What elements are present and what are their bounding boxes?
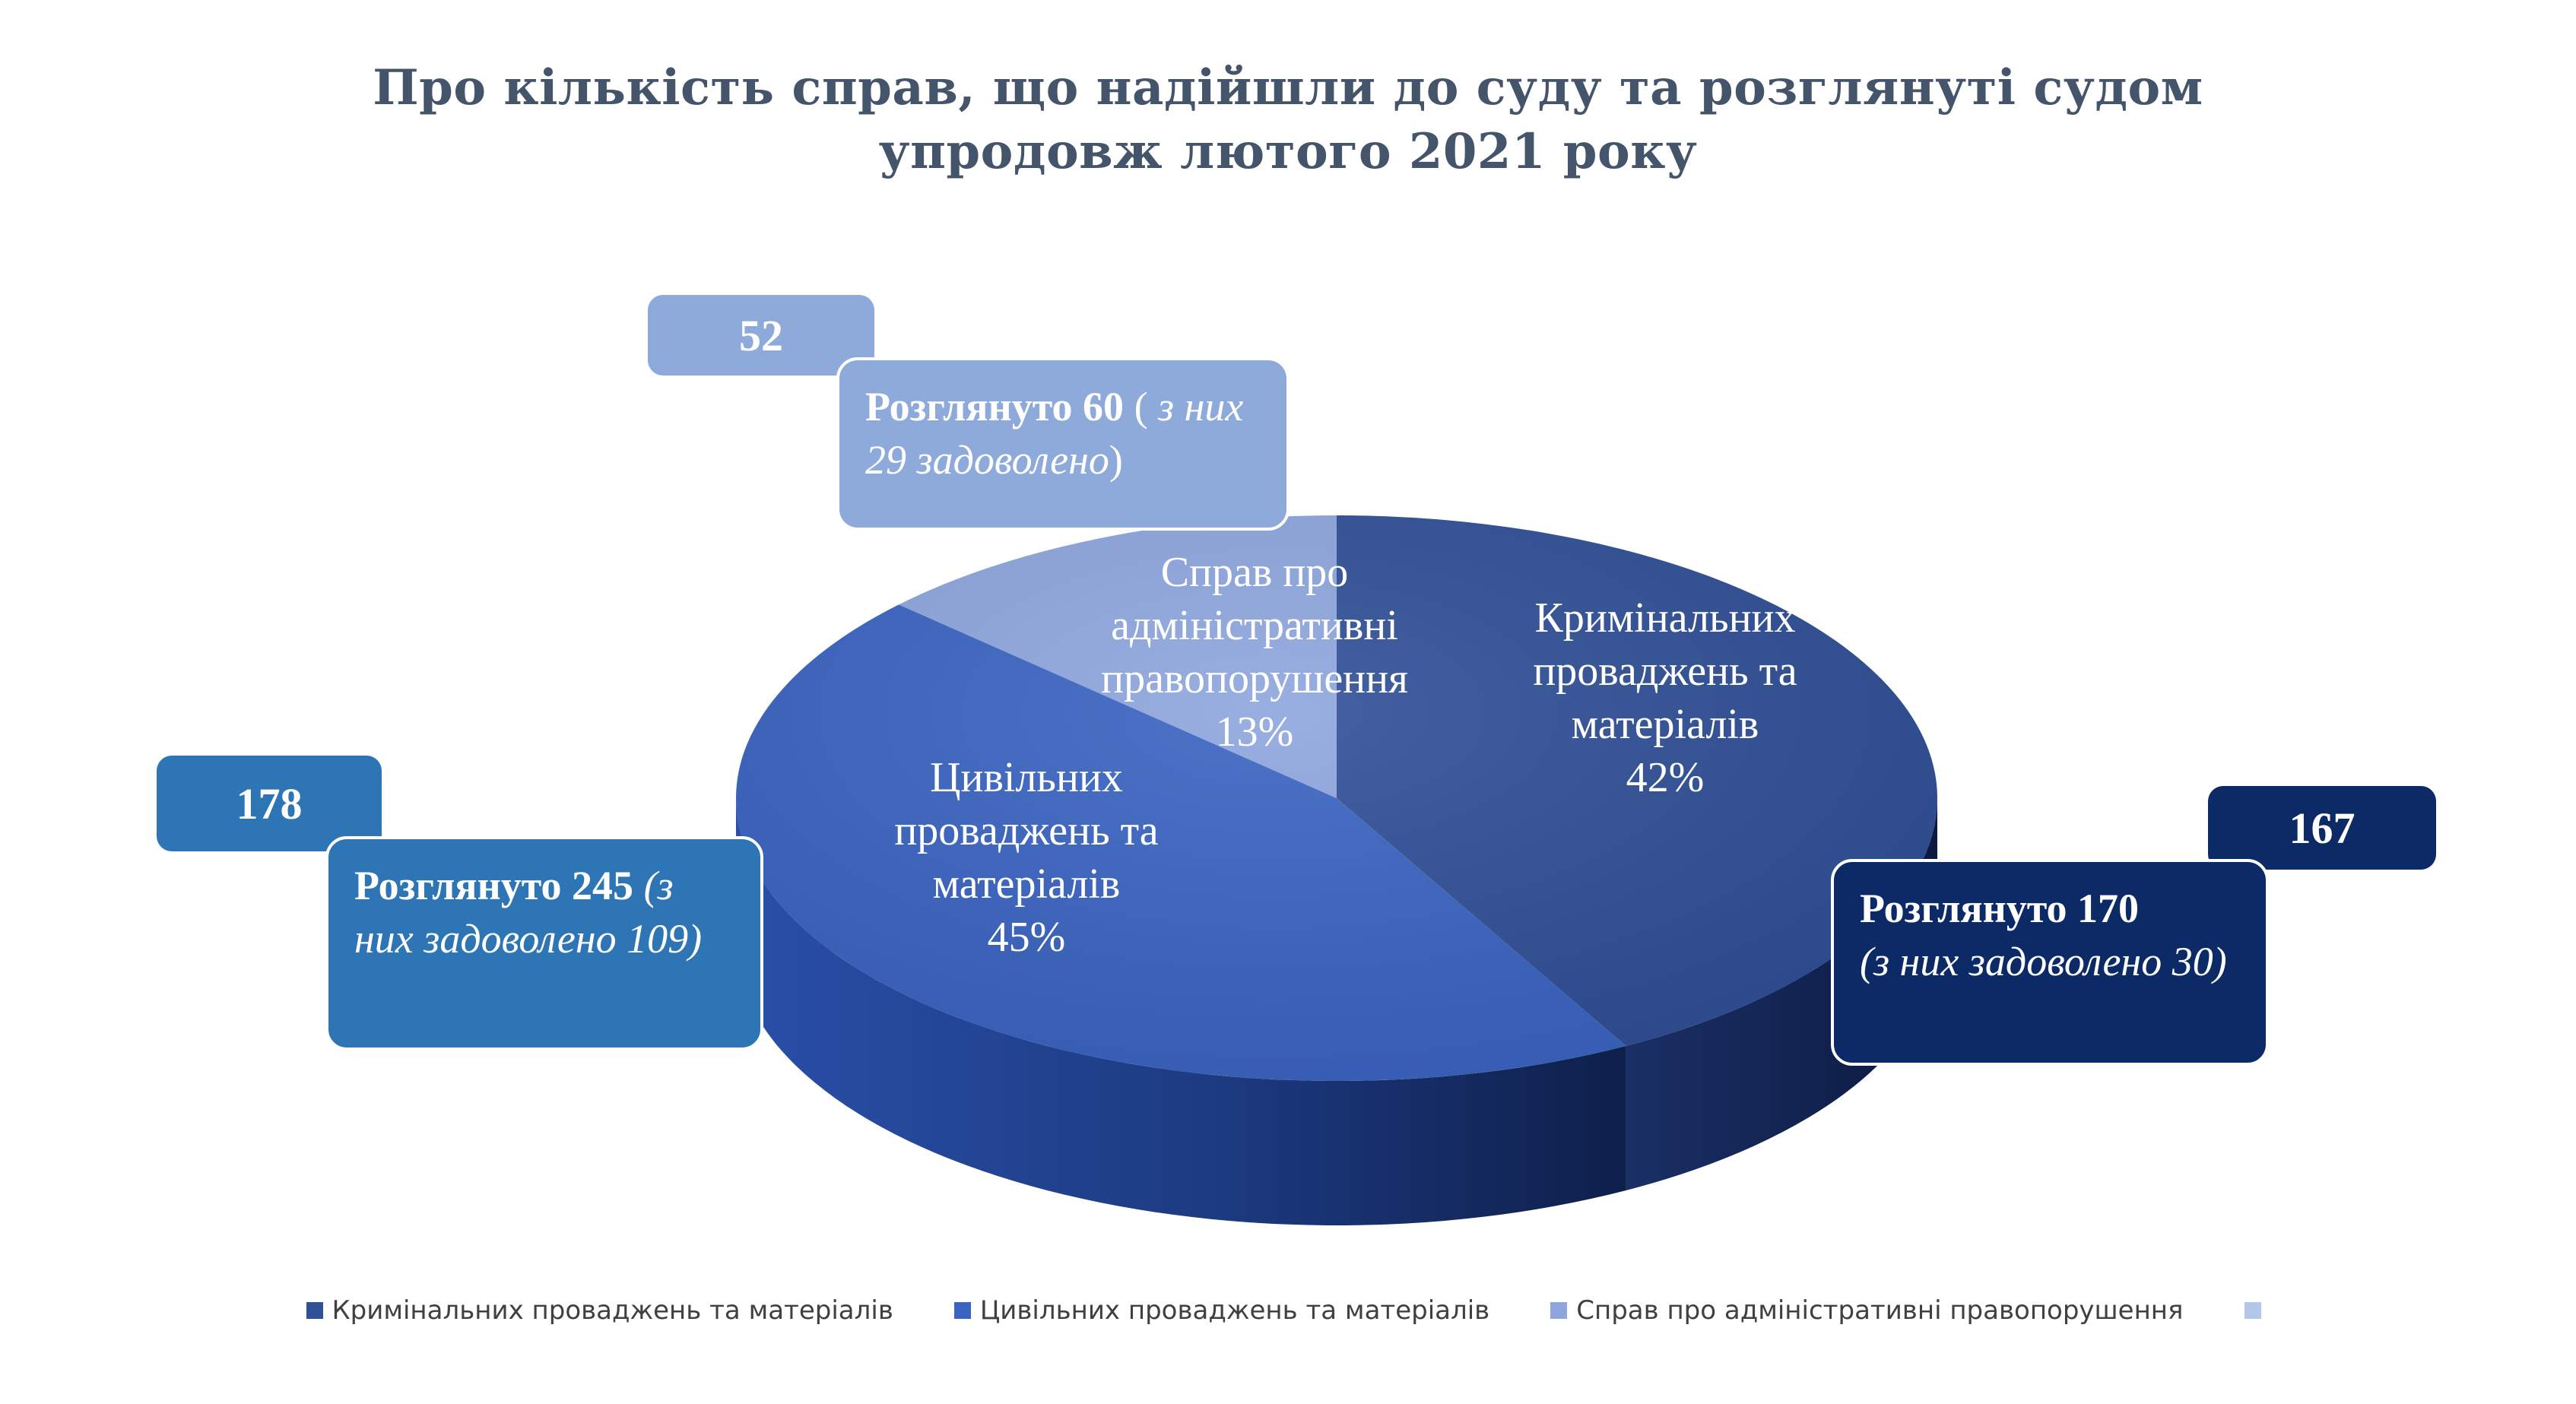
callout-civil-bold: Розглянуто 245 (354, 863, 634, 908)
legend-item-criminal[interactable]: Кримінальних проваджень та матеріалів (306, 1295, 893, 1326)
legend-label: Цивільних проваджень та матеріалів (979, 1295, 1490, 1326)
legend-swatch (953, 1302, 971, 1319)
pie-top-shading (736, 515, 1937, 1081)
slice-label-criminal: Кримінальних проваджень та матеріалів 42… (1533, 594, 1797, 801)
callout-admin: Розглянуто 60 ( з них 29 задоволено) (836, 357, 1290, 531)
legend: Кримінальних проваджень та матеріалів Ци… (0, 1295, 2576, 1326)
slice-criminal-side (1626, 798, 1937, 1190)
legend-swatch (2244, 1302, 2261, 1319)
callout-criminal-bold: Розглянуто 170 (1860, 886, 2140, 931)
chart-title-line2: упродовж лютого 2021 року (878, 123, 1698, 180)
legend-swatch (1550, 1302, 1568, 1319)
value-box-civil: 178 (157, 756, 382, 851)
legend-item-admin[interactable]: Справ про адміністративні правопорушення (1550, 1295, 2184, 1326)
value-box-admin: 52 (648, 295, 874, 376)
slice-label-admin: Справ про адміністративні правопорушення… (1101, 549, 1408, 756)
callout-civil: Розглянуто 245 (з них задоволено 109) (325, 836, 763, 1051)
value-box-criminal: 167 (2208, 786, 2436, 870)
legend-label: Справ про адміністративні правопорушення (1576, 1295, 2184, 1326)
callout-criminal-italic: (з них задоволено 30) (1860, 939, 2227, 984)
legend-swatch (306, 1302, 323, 1319)
legend-item-blank[interactable] (2244, 1295, 2270, 1326)
callout-admin-prefix: ( (1124, 384, 1159, 429)
chart-title-line1: Про кількість справ, що надійшли до суду… (373, 59, 2203, 116)
legend-item-civil[interactable]: Цивільних проваджень та матеріалів (953, 1295, 1490, 1326)
callout-admin-italic: з них 29 задоволено (865, 384, 1244, 483)
callout-admin-suffix: ) (1109, 437, 1123, 483)
callout-criminal: Розглянуто 170 (з них задоволено 30) (1831, 859, 2269, 1066)
slice-label-civil: Цивільних проваджень та матеріалів 45% (894, 754, 1159, 961)
callout-civil-italic: (з них задоволено 109) (354, 863, 703, 962)
callout-admin-bold: Розглянуто 60 (865, 384, 1125, 429)
legend-label: Кримінальних проваджень та матеріалів (332, 1295, 893, 1326)
slice-civil-side (736, 798, 1626, 1225)
